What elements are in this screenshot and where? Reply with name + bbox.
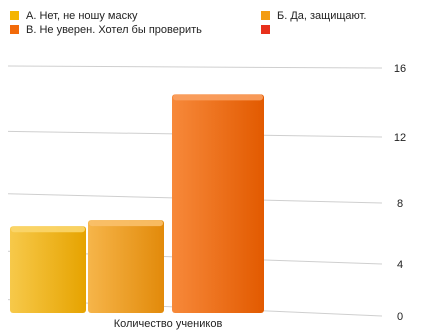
y-tick-label-12: 12 (394, 132, 406, 144)
legend-item-b: Б. Да, защищают. (261, 10, 366, 22)
bar-top-1 (89, 220, 163, 227)
legend-label-a: А. Нет, не ношу маску (26, 10, 138, 22)
bar-1 (88, 220, 164, 313)
legend-label-c: В. Не уверен. Хотел бы проверить (26, 24, 202, 36)
y-tick-label-16: 16 (394, 63, 406, 75)
y-tick-labels: 0 4 8 12 16 (394, 63, 406, 323)
bar-body-1 (88, 220, 164, 313)
legend-swatch-b (261, 11, 270, 20)
bars (10, 94, 264, 313)
legend-item-c: В. Не уверен. Хотел бы проверить (10, 24, 202, 36)
legend-item-d (261, 25, 270, 34)
bar-0 (10, 226, 86, 313)
y-tick-label-8: 8 (397, 198, 403, 210)
y-tick-label-0: 0 (397, 311, 403, 323)
bar-body-0 (10, 226, 86, 313)
gridline-16 (7, 65, 383, 69)
legend-label-b: Б. Да, защищают. (277, 10, 366, 22)
legend-item-a: А. Нет, не ношу маску (10, 10, 138, 22)
bar-top-0 (11, 226, 85, 233)
bar-body-2 (172, 94, 264, 313)
y-tick-label-4: 4 (397, 259, 403, 271)
legend-swatch-d (261, 25, 270, 34)
legend-swatch-a (10, 11, 19, 20)
bar-2 (172, 94, 264, 313)
bar-top-2 (173, 94, 263, 101)
legend: А. Нет, не ношу маску Б. Да, защищают. В… (10, 10, 366, 36)
legend-swatch-c (10, 25, 19, 34)
x-axis-label: Количество учеников (114, 318, 223, 330)
